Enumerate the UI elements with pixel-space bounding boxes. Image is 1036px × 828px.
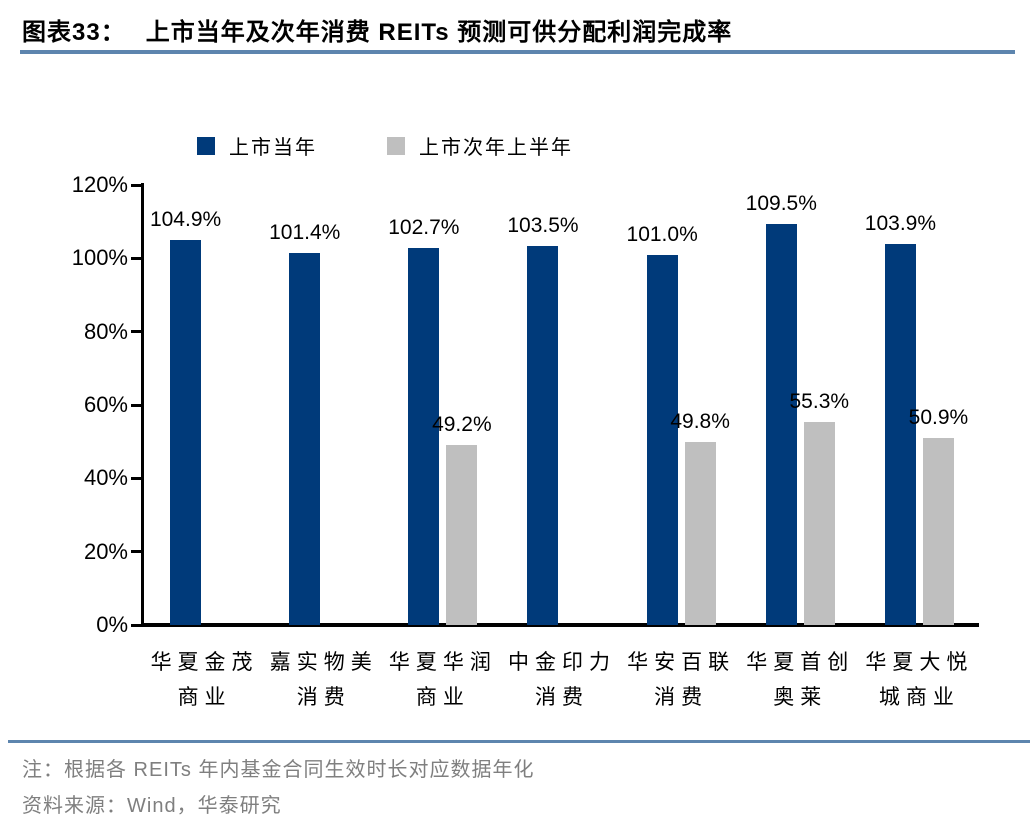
legend-label-next-year: 上市次年上半年: [419, 137, 573, 159]
bar-value-label: 102.7%: [388, 216, 460, 240]
bar-listing-year: [884, 244, 916, 625]
y-tick-label: 100%: [71, 245, 128, 271]
source-note: 资料来源：Wind，华泰研究: [22, 795, 282, 817]
bar-value-label: 49.2%: [432, 412, 492, 436]
chart-title: 图表33： 上市当年及次年消费 REITs 预测可供分配利润完成率: [22, 12, 732, 47]
x-category-label: 华夏金茂 商业: [150, 651, 259, 709]
bar-col-listing-year: 101.4%: [269, 221, 340, 625]
footnote: 注：根据各 REITs 年内基金合同生效时长对应数据年化: [22, 759, 535, 781]
bar-col-listing-year: 109.5%: [746, 192, 817, 625]
chart-title-number: 图表33：: [22, 19, 126, 46]
bar-listing-year: [765, 223, 797, 625]
bar-col-listing-year: 103.5%: [507, 214, 579, 625]
bar-value-label: 49.8%: [670, 410, 730, 434]
x-category-label: 华夏首创 奥莱: [746, 651, 855, 709]
bar-col-next-year: 49.2%: [432, 413, 492, 625]
y-tick: [131, 476, 141, 480]
bar-listing-year: [527, 245, 559, 625]
bar-group: 101.4%: [264, 221, 383, 625]
bar-value-label: 103.5%: [507, 213, 579, 237]
y-tick: [131, 403, 141, 407]
y-tick-label: 120%: [71, 172, 128, 197]
y-tick: [131, 183, 141, 187]
bar-value-label: 101.0%: [626, 222, 698, 246]
bar-value-label: 109.5%: [745, 191, 817, 215]
bar-group: 104.9%: [145, 208, 264, 625]
bar-col-listing-year: 102.7%: [388, 216, 459, 625]
bar-value-label: 104.9%: [149, 208, 222, 232]
bar-value-label: 50.9%: [908, 406, 969, 430]
bar-next-year: [922, 438, 954, 625]
bar-value-label: 101.4%: [269, 221, 341, 245]
bar-listing-year: [408, 248, 440, 625]
bar-col-listing-year: 101.0%: [627, 223, 698, 625]
legend: 上市当年 上市次年上半年: [197, 131, 573, 160]
bar-listing-year: [646, 254, 678, 625]
bar-col-next-year: [565, 593, 596, 625]
bar-col-next-year: [208, 593, 239, 625]
bar-value-label: 103.9%: [864, 212, 937, 236]
legend-swatch-listing-year: [197, 136, 215, 155]
bar-group: 102.7% 49.2%: [383, 216, 502, 625]
x-axis-labels: 华夏金茂 商业 嘉实物美 消费 华夏华润 商业 中金印力 消费 华安百联 消费 华夏首创 奥莱 华夏大悦…: [145, 645, 979, 715]
bar-col-listing-year: 103.9%: [865, 212, 936, 625]
x-category-label: 华夏大悦 城商业: [865, 651, 974, 709]
bar-next-year: [446, 444, 478, 625]
bar-group: 109.5% 55.3%: [741, 192, 860, 625]
y-tick: [131, 256, 141, 260]
bar-next-year: [803, 422, 835, 625]
y-tick: [131, 623, 141, 627]
bar-col-next-year: 55.3%: [790, 390, 849, 625]
footer-divider: [8, 740, 1030, 743]
y-tick: [131, 550, 141, 554]
y-tick-label: 60%: [83, 392, 128, 417]
bar-next-year: [684, 442, 716, 625]
bar-col-listing-year: 104.9%: [150, 208, 221, 625]
bar-col-next-year: 50.9%: [909, 406, 968, 625]
bar-listing-year: [170, 240, 202, 625]
y-tick-label: 40%: [83, 465, 128, 491]
x-category-label: 嘉实物美 消费: [269, 651, 378, 709]
bar-col-next-year: 49.8%: [670, 410, 730, 625]
legend-swatch-next-year: [387, 136, 405, 155]
bar-group: 103.5%: [502, 214, 621, 625]
chart-title-text: 上市当年及次年消费 REITs 预测可供分配利润完成率: [145, 19, 733, 46]
y-tick-label: 20%: [83, 538, 128, 564]
x-category-label: 华安百联 消费: [627, 651, 736, 709]
bar-col-next-year: [327, 593, 358, 625]
bar-value-label: 55.3%: [789, 390, 850, 414]
x-category-label: 华夏华润 商业: [388, 651, 497, 709]
y-tick-label: 80%: [83, 318, 128, 344]
bar-group: 103.9% 50.9%: [860, 212, 979, 625]
bar-group: 101.0% 49.8%: [622, 223, 741, 625]
y-tick: [131, 330, 141, 334]
x-axis-baseline: [141, 623, 979, 627]
legend-item-next-year: 上市次年上半年: [387, 131, 573, 160]
legend-item-listing-year: 上市当年: [197, 131, 317, 160]
plot-area: 104.9% 101.4% 102.7% 49.2% 103.5% 101.0% 49.8%…: [145, 185, 979, 625]
y-axis-line: [141, 183, 144, 627]
y-tick-label: 0%: [96, 612, 128, 637]
title-underline: [20, 50, 1015, 54]
legend-label-listing-year: 上市当年: [229, 137, 317, 159]
x-category-label: 中金印力 消费: [507, 651, 616, 709]
bar-listing-year: [289, 253, 321, 625]
